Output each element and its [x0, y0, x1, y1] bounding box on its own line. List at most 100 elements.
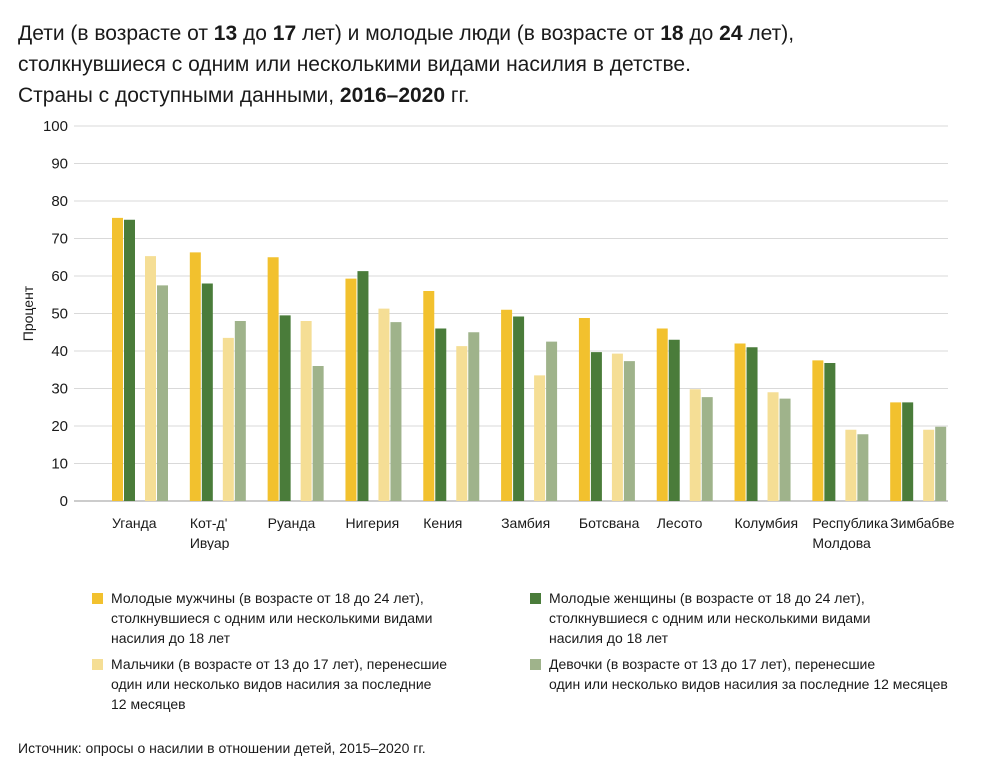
bar — [112, 217, 123, 501]
title-segment: Страны с доступными данными, — [18, 84, 340, 107]
y-tick-label: 80 — [51, 193, 68, 210]
title-line-3: Страны с доступными данными, 2016–2020 г… — [18, 80, 988, 111]
y-tick-label: 90 — [51, 156, 68, 173]
bar — [145, 256, 156, 501]
x-category-label: Кения — [423, 515, 462, 531]
legend-swatch-girls — [530, 659, 541, 670]
bar — [890, 402, 902, 501]
title-segment: гг. — [445, 84, 470, 107]
y-axis-label: Процент — [20, 285, 36, 341]
x-category-label: Зимбабве — [890, 515, 955, 531]
bar — [824, 363, 836, 501]
legend-swatch-young-men — [92, 593, 103, 604]
x-category-label: Молдова — [812, 535, 871, 550]
title-segment: лет), — [742, 22, 795, 45]
chart-title: Дети (в возрасте от 13 до 17 лет) и моло… — [18, 18, 988, 111]
y-tick-label: 40 — [51, 343, 68, 360]
legend-label-line: насилия до 18 лет — [549, 630, 669, 646]
x-category-label: Нигерия — [345, 515, 399, 531]
legend-item-boys: Мальчики (в возрасте от 13 до 17 лет), п… — [92, 654, 447, 714]
bar — [300, 321, 312, 501]
bar — [656, 328, 668, 501]
x-category-label: Лесото — [657, 515, 703, 531]
legend-label-line: насилия до 18 лет — [111, 630, 231, 646]
bar — [345, 278, 357, 501]
bar — [689, 389, 701, 501]
bar — [623, 361, 635, 501]
y-tick-label: 30 — [51, 381, 68, 398]
bar — [423, 291, 435, 501]
bar — [590, 352, 602, 501]
x-category-label: Колумбия — [735, 515, 799, 531]
legend-label-line: 12 месяцев — [111, 696, 186, 712]
bar — [611, 353, 623, 501]
legend-swatch-boys — [92, 659, 103, 670]
bar — [435, 328, 447, 501]
x-category-label: Ивуар — [190, 535, 230, 550]
bar — [546, 341, 558, 501]
bar — [468, 332, 480, 501]
bar — [857, 434, 869, 501]
legend-item-young-women: Молодые женщины (в возрасте от 18 до 24 … — [530, 588, 871, 648]
bar — [201, 283, 213, 501]
legend-label-line: столкнувшиеся с одним или несколькими ви… — [111, 610, 433, 626]
legend-label-line: Мальчики (в возрасте от 13 до 17 лет), п… — [111, 656, 448, 672]
bar — [312, 366, 324, 501]
title-segment: до — [683, 22, 720, 45]
title-segment: до — [237, 22, 273, 45]
bar — [845, 429, 857, 501]
x-category-label: Республика — [812, 515, 888, 531]
bar — [456, 346, 468, 501]
y-tick-label: 10 — [51, 456, 68, 473]
bar — [746, 347, 758, 501]
bar — [189, 252, 201, 501]
bar — [767, 392, 779, 501]
bar — [668, 339, 680, 501]
legend-label-line: один или несколько видов насилия за посл… — [111, 676, 432, 692]
y-tick-label: 60 — [51, 268, 68, 285]
bar — [779, 398, 791, 501]
bar-chart: 0 10 20 30 40 50 60 70 80 90 100 Процент Уганда Кот-д… — [20, 118, 955, 550]
legend-label-line: Молодые мужчины (в возрасте от 18 до 24 … — [111, 590, 424, 606]
y-tick-label: 100 — [43, 118, 68, 135]
bar — [124, 219, 135, 501]
bar — [378, 308, 390, 501]
bar — [734, 343, 746, 501]
title-segment: 18 — [660, 22, 684, 45]
bar — [902, 402, 914, 501]
source-note: Источник: опросы о насилии в отношении д… — [18, 740, 426, 756]
legend-label-line: столкнувшиеся с одним или несколькими ви… — [549, 610, 871, 626]
bar — [534, 375, 546, 501]
bar — [578, 318, 590, 501]
bar — [234, 321, 246, 501]
legend-label-line: один или несколько видов насилия за посл… — [549, 676, 948, 692]
title-segment: 24 — [719, 22, 743, 45]
bar — [267, 257, 279, 501]
legend-label-line: Молодые женщины (в возрасте от 18 до 24 … — [549, 590, 865, 606]
title-segment: 17 — [272, 22, 297, 45]
legend-label-line: Девочки (в возрасте от 13 до 17 лет), пе… — [549, 656, 876, 672]
y-tick-label: 20 — [51, 418, 68, 435]
y-tick-label: 70 — [51, 231, 68, 248]
bar — [222, 337, 234, 501]
title-segment: столкнувшиеся с одним или несколькими ви… — [18, 53, 691, 76]
x-category-label: Руанда — [268, 515, 316, 531]
x-category-label: Замбия — [501, 515, 550, 531]
title-segment: 2016–2020 — [339, 84, 446, 107]
legend: Молодые мужчины (в возрасте от 18 до 24 … — [0, 588, 1000, 718]
title-segment: Дети (в возрасте от — [18, 22, 214, 45]
title-segment: 13 — [213, 22, 238, 45]
bar — [812, 360, 824, 501]
legend-item-girls: Девочки (в возрасте от 13 до 17 лет), пе… — [530, 654, 948, 694]
bar — [935, 426, 947, 501]
legend-swatch-young-women — [530, 593, 541, 604]
y-tick-label: 50 — [51, 306, 68, 323]
x-category-label: Уганда — [112, 515, 157, 531]
x-category-label: Ботсвана — [579, 515, 640, 531]
title-segment: лет) и молодые люди (в возрасте от — [296, 22, 661, 45]
title-line-2: столкнувшиеся с одним или несколькими ви… — [18, 49, 988, 80]
title-line-1: Дети (в возрасте от 13 до 17 лет) и моло… — [18, 18, 988, 49]
bar — [279, 315, 291, 501]
bar — [501, 309, 513, 501]
bar — [157, 285, 168, 501]
